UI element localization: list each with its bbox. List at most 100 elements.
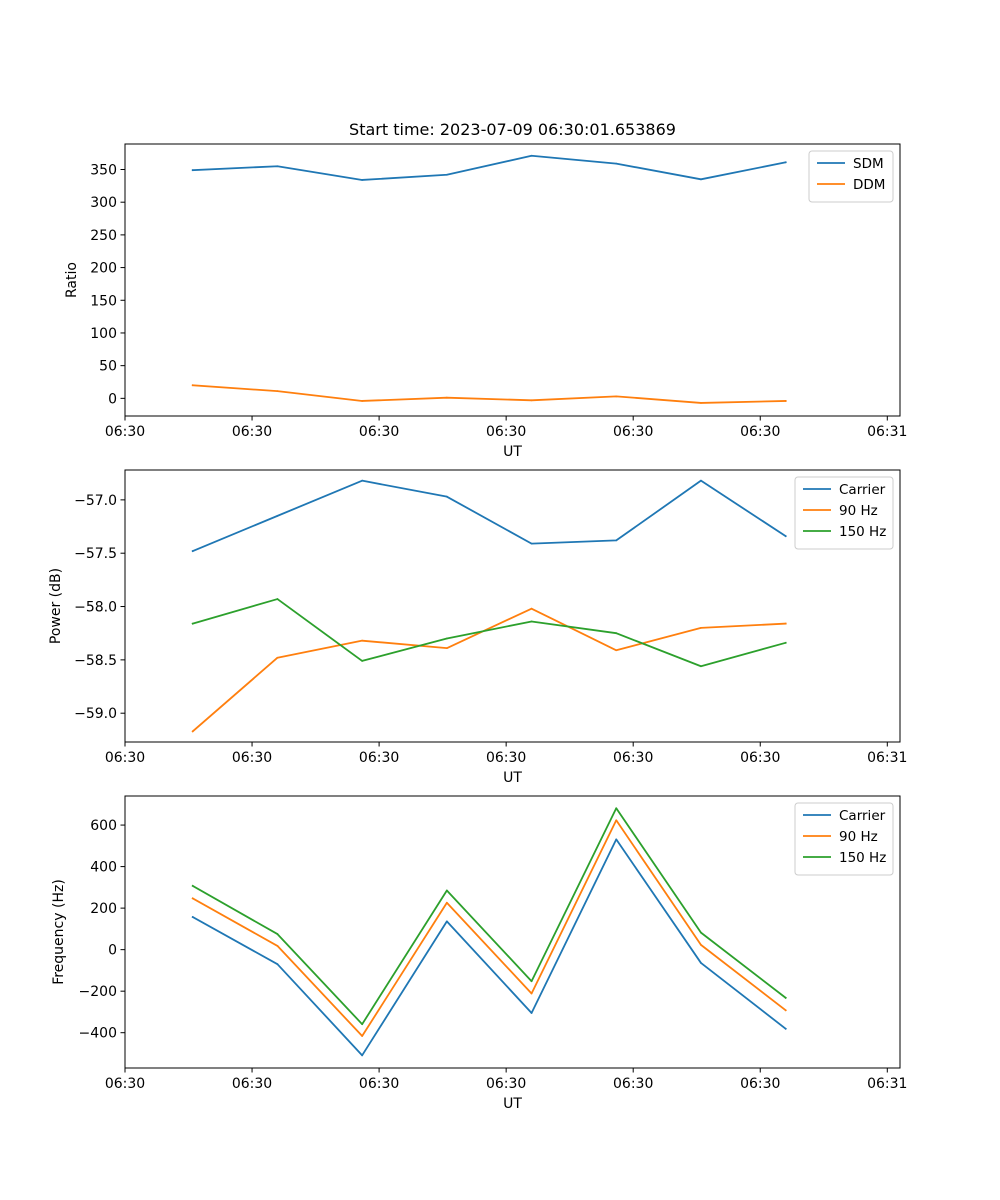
legend-label: Carrier: [839, 808, 886, 824]
data-point-90-hz: [530, 607, 533, 610]
x-tick-label: 06:30: [486, 750, 526, 766]
x-tick-label: 06:30: [486, 1076, 526, 1092]
data-point-150-hz: [361, 1023, 364, 1026]
data-point-150-hz: [700, 931, 702, 934]
data-point-sdm: [445, 173, 448, 176]
legend: Carrier 90 Hz 150 Hz: [794, 802, 894, 876]
data-point-90-hz: [445, 647, 448, 650]
data-point-ddm: [784, 400, 787, 402]
y-tick-label: −57.0: [74, 493, 117, 509]
data-point-ddm: [191, 384, 194, 387]
data-point-90-hz: [276, 656, 279, 659]
x-tick-label: 06:30: [740, 424, 780, 440]
x-tick-label: 06:30: [613, 1076, 653, 1092]
chart-2: 06:30 06:30 06:30 06:30 06:30 06:30 06:31 −59.0…: [48, 469, 907, 786]
y-tick-label: −58.5: [74, 653, 117, 669]
data-point-150-hz: [191, 885, 194, 887]
y-tick-label: 250: [90, 228, 117, 244]
data-point-150-hz: [445, 637, 448, 640]
data-point-carrier: [784, 535, 787, 538]
chart-1: 06:30 06:30 06:30 06:30 06:30 06:30 06:31 0 50 10…: [64, 143, 907, 460]
data-point-carrier: [445, 495, 448, 498]
y-tick-label: 0: [108, 391, 117, 407]
data-point-150-hz: [784, 641, 787, 644]
x-tick-label: 06:30: [740, 750, 780, 766]
legend-label: 150 Hz: [839, 850, 886, 866]
data-point-90-hz: [361, 639, 364, 642]
axes-frame: [124, 795, 901, 1069]
x-axis-label: UT: [503, 770, 522, 786]
legend-label: 90 Hz: [839, 503, 878, 519]
y-tick-label: 200: [90, 901, 117, 917]
data-point-150-hz: [784, 996, 787, 999]
data-point-carrier: [191, 550, 194, 552]
data-point-ddm: [700, 402, 702, 404]
series-line-150-hz: [191, 598, 787, 668]
data-point-90-hz: [784, 1009, 787, 1012]
x-axis-label: UT: [503, 444, 522, 460]
data-point-90-hz: [191, 897, 194, 900]
data-point-sdm: [700, 178, 702, 181]
x-tick-label: 06:30: [740, 1076, 780, 1092]
data-point-150-hz: [615, 632, 618, 635]
series-line-90-hz: [191, 819, 787, 1037]
data-point-150-hz: [615, 807, 618, 810]
data-point-90-hz: [191, 730, 194, 733]
data-point-90-hz: [700, 626, 702, 629]
data-point-carrier: [615, 539, 618, 542]
x-tick-label: 06:30: [232, 750, 272, 766]
x-axis-label: UT: [503, 1096, 522, 1112]
y-tick-label: 200: [90, 261, 117, 277]
data-point-ddm: [276, 390, 279, 393]
x-tick-label: 06:30: [486, 424, 526, 440]
x-tick-label: 06:30: [613, 750, 653, 766]
series-line-carrier: [191, 479, 787, 553]
y-tick-label: −57.5: [74, 546, 117, 562]
x-tick-label: 06:30: [232, 1076, 272, 1092]
data-point-sdm: [784, 161, 787, 164]
y-tick-label: −58.0: [74, 600, 117, 616]
legend-label: Carrier: [839, 482, 886, 498]
data-point-sdm: [530, 154, 533, 157]
data-point-carrier: [530, 1012, 533, 1014]
data-point-90-hz: [445, 901, 448, 904]
legend-label: DDM: [853, 177, 885, 193]
series-line-carrier: [191, 838, 787, 1057]
x-tick-label: 06:31: [867, 424, 907, 440]
data-point-150-hz: [700, 665, 702, 668]
data-point-ddm: [615, 395, 618, 398]
x-tick-label: 06:30: [613, 424, 653, 440]
data-point-150-hz: [276, 933, 279, 935]
y-tick-label: −200: [79, 984, 117, 1000]
legend-label: 150 Hz: [839, 524, 886, 540]
data-point-sdm: [191, 169, 194, 172]
x-tick-label: 06:30: [105, 750, 145, 766]
y-tick-label: 150: [90, 293, 117, 309]
data-point-90-hz: [361, 1035, 364, 1037]
data-point-90-hz: [276, 945, 279, 947]
data-point-carrier: [191, 916, 194, 918]
series-line-150-hz: [191, 807, 787, 1026]
series-line-sdm: [191, 154, 787, 181]
data-point-carrier: [615, 838, 618, 841]
x-tick-label: 06:30: [232, 424, 272, 440]
x-tick-label: 06:30: [105, 424, 145, 440]
y-tick-label: 100: [90, 326, 117, 342]
data-point-sdm: [361, 179, 364, 181]
y-tick-label: 50: [99, 359, 117, 375]
data-point-90-hz: [700, 943, 702, 946]
data-point-carrier: [361, 479, 364, 482]
series-line-90-hz: [191, 607, 787, 733]
data-point-150-hz: [191, 622, 194, 625]
legend-label: SDM: [853, 156, 884, 172]
data-point-150-hz: [530, 620, 533, 623]
x-tick-label: 06:30: [359, 424, 399, 440]
data-point-carrier: [276, 514, 279, 517]
data-point-ddm: [530, 399, 533, 402]
axes-frame: [124, 143, 901, 417]
y-tick-label: 0: [108, 943, 117, 959]
data-point-150-hz: [276, 598, 279, 600]
x-tick-label: 06:31: [867, 750, 907, 766]
chart-3: 06:30 06:30 06:30 06:30 06:30 06:30 06:31 −400 −…: [51, 795, 907, 1112]
